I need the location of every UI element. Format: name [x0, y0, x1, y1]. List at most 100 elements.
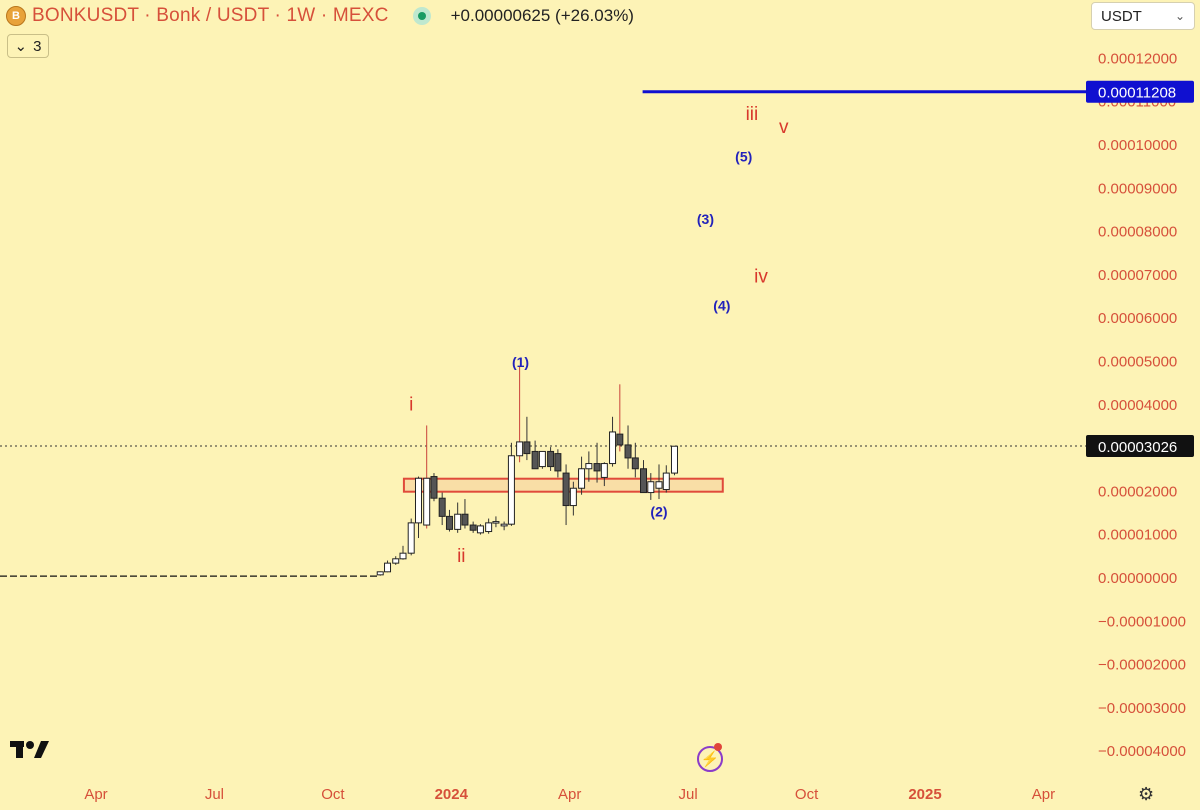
- candle-body: [578, 468, 586, 489]
- candle-body: [547, 450, 555, 468]
- candle: [569, 481, 577, 516]
- candle-body: [554, 453, 562, 472]
- candle: [531, 440, 539, 470]
- wave-label: ii: [457, 546, 465, 567]
- indicators-toggle-button[interactable]: ⌄ 3: [7, 34, 49, 58]
- candle-body: [414, 477, 422, 524]
- candle: [523, 416, 531, 461]
- candle: [500, 521, 508, 531]
- coin-icon: B: [6, 6, 26, 26]
- candle-body: [500, 523, 508, 527]
- candle: [376, 571, 384, 576]
- chevron-down-icon: ⌄: [1174, 9, 1185, 23]
- y-tick-label: −0.00003000: [1098, 700, 1186, 717]
- candle-body: [476, 525, 484, 534]
- candle: [469, 521, 477, 533]
- wave-label: iv: [754, 267, 768, 288]
- indicators-count: 3: [33, 37, 42, 55]
- notification-dot: [714, 743, 722, 751]
- candle: [461, 499, 469, 529]
- settings-icon[interactable]: ⚙: [1138, 784, 1155, 804]
- currency-value: USDT: [1101, 7, 1142, 25]
- candle-body: [662, 472, 670, 491]
- candle-body: [430, 476, 438, 499]
- candle-body: [461, 513, 469, 526]
- candle-body: [624, 444, 632, 459]
- tradingview-logo-icon[interactable]: [10, 739, 50, 761]
- candle-body: [384, 562, 392, 573]
- candle: [507, 442, 515, 526]
- candle-body: [600, 463, 608, 478]
- y-tick-label: 0.00009000: [1098, 180, 1177, 197]
- candle: [492, 516, 500, 528]
- candle-body: [454, 513, 462, 530]
- candle-body: [445, 515, 453, 530]
- candle: [438, 492, 446, 526]
- candle: [430, 473, 438, 502]
- wave-label: iii: [746, 104, 759, 125]
- candle: [585, 451, 593, 482]
- candle: [485, 518, 493, 534]
- y-tick-label: 0.00006000: [1098, 310, 1177, 327]
- candle-body: [523, 441, 531, 455]
- candle: [547, 447, 555, 471]
- candle-body: [593, 463, 601, 472]
- y-tick-label: 0.00010000: [1098, 137, 1177, 154]
- candle-body: [392, 558, 400, 564]
- candle: [631, 442, 639, 478]
- x-tick-label: Oct: [795, 786, 819, 803]
- candle-body: [631, 457, 639, 470]
- candle-body: [492, 521, 500, 524]
- y-tick-label: −0.00002000: [1098, 657, 1186, 674]
- candle: [399, 545, 407, 560]
- candle: [670, 445, 678, 476]
- candle-body: [655, 481, 663, 489]
- candle-body: [569, 487, 577, 507]
- candle: [414, 476, 422, 539]
- candle: [392, 556, 400, 565]
- candle-body: [609, 431, 617, 465]
- candle: [476, 524, 484, 535]
- candle-body: [538, 450, 546, 468]
- chevron-down-icon: ⌄: [14, 38, 28, 55]
- candle: [384, 560, 392, 573]
- candle-body: [616, 433, 624, 446]
- candle: [640, 460, 648, 494]
- x-tick-label: 2025: [908, 786, 941, 803]
- current-price-tag: 0.00003026: [1086, 434, 1194, 457]
- symbol-title[interactable]: BONKUSDT · Bonk / USDT · 1W · MEXC: [32, 5, 389, 26]
- wave-label: v: [779, 117, 789, 138]
- candle-body: [516, 441, 524, 457]
- candle-body: [585, 463, 593, 470]
- current-price-tag-bg: [1086, 434, 1194, 457]
- wave-label: (5): [735, 148, 752, 164]
- y-tick-label: −0.00001000: [1098, 613, 1186, 630]
- candle-body: [423, 477, 431, 526]
- candle-body: [399, 552, 407, 560]
- y-tick-label: 0.00012000: [1098, 50, 1177, 67]
- target-price-tag-label: 0.00011208: [1098, 85, 1176, 102]
- candle-body: [376, 571, 384, 576]
- price-change: +0.00000625 (+26.03%): [450, 6, 634, 25]
- candle: [600, 462, 608, 487]
- candle: [662, 465, 670, 493]
- candle: [578, 456, 586, 495]
- candle: [423, 425, 431, 529]
- currency-select[interactable]: USDT ⌄: [1091, 2, 1195, 30]
- y-tick-label: −0.00004000: [1098, 743, 1186, 760]
- x-tick-label: Jul: [205, 786, 224, 803]
- candle-body: [507, 455, 515, 525]
- lightning-icon[interactable]: ⚡: [697, 746, 723, 772]
- live-status-icon: [412, 7, 431, 25]
- x-tick-label: Apr: [558, 786, 581, 803]
- candle: [562, 464, 570, 526]
- candle-body: [531, 450, 539, 470]
- candle: [454, 502, 462, 533]
- y-tick-label: 0.00000000: [1098, 570, 1177, 587]
- y-tick-label: 0.00004000: [1098, 397, 1177, 414]
- candle: [407, 518, 415, 556]
- candle: [516, 366, 524, 463]
- wave-label: (4): [713, 298, 730, 314]
- y-tick-label: 0.00001000: [1098, 527, 1177, 544]
